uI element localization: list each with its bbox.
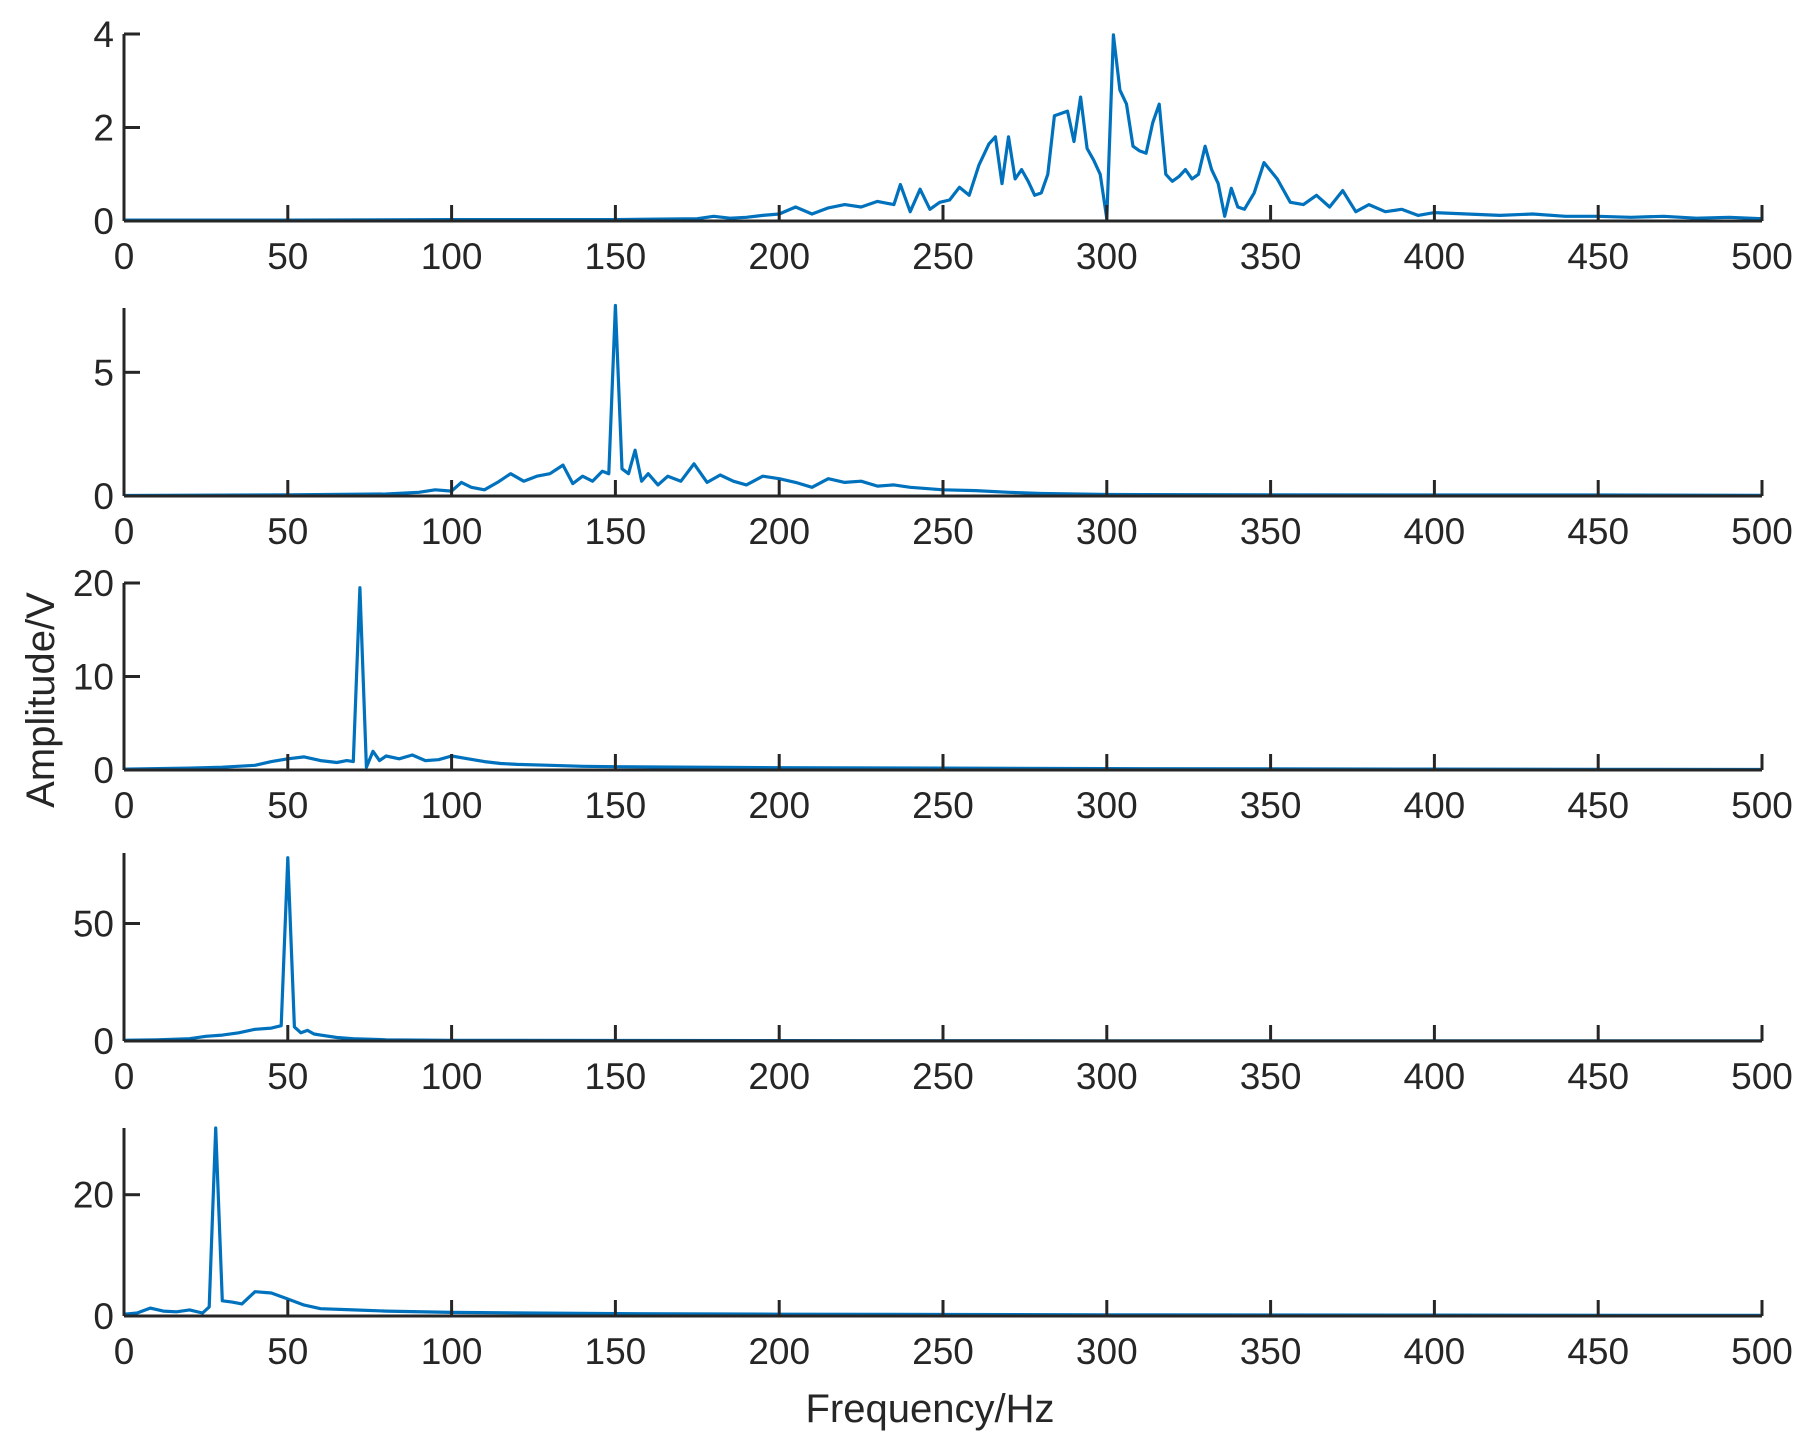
x-tick-label: 100 [421, 236, 483, 277]
x-tick-label: 100 [421, 1331, 483, 1372]
x-tick-label: 50 [267, 511, 308, 552]
x-tick-label: 150 [585, 785, 647, 826]
x-tick-label: 250 [912, 511, 974, 552]
x-tick-label: 250 [912, 236, 974, 277]
x-tick-label: 500 [1731, 1056, 1793, 1097]
x-tick-label: 450 [1567, 1331, 1629, 1372]
subplot-3: 0 50 100 150 200 250 300 350 400 450 500 0 10 20 [73, 563, 1793, 826]
x-tick-label: 300 [1076, 1331, 1138, 1372]
x-tick-label: 250 [912, 1331, 974, 1372]
x-tick-label: 400 [1404, 1331, 1466, 1372]
x-tick-label: 450 [1567, 1056, 1629, 1097]
x-tick-label: 200 [748, 1056, 810, 1097]
x-tick-label: 300 [1076, 785, 1138, 826]
x-tick-label: 200 [748, 511, 810, 552]
x-tick-label: 350 [1240, 511, 1302, 552]
series-line-2 [123, 303, 1763, 498]
series-line-1 [124, 33, 1763, 222]
x-tick-label: 350 [1240, 1056, 1302, 1097]
x-tick-label: 0 [114, 511, 135, 552]
x-tick-label: 200 [748, 785, 810, 826]
x-tick-label: 250 [912, 785, 974, 826]
x-tick-label: 0 [114, 1331, 135, 1372]
x-tick-label: 50 [267, 785, 308, 826]
x-tick-label: 500 [1731, 511, 1793, 552]
x-tick-label: 400 [1404, 511, 1466, 552]
x-tick-label: 150 [585, 511, 647, 552]
x-tick-label: 100 [421, 511, 483, 552]
x-tick-label: 500 [1731, 785, 1793, 826]
y-tick-label: 0 [93, 750, 114, 791]
x-tick-label: 150 [585, 1331, 647, 1372]
x-tick-label: 450 [1567, 785, 1629, 826]
x-tick-label: 50 [267, 1331, 308, 1372]
y-tick-label: 50 [73, 904, 114, 945]
y-tick-label: 4 [93, 14, 114, 55]
subplot-2: 0 50 100 150 200 250 300 350 400 450 500 0 5 [93, 303, 1793, 552]
x-tick-label: 350 [1240, 785, 1302, 826]
x-tick-label: 450 [1567, 511, 1629, 552]
x-tick-label: 500 [1731, 1331, 1793, 1372]
y-tick-label: 10 [73, 657, 114, 698]
x-tick-label: 100 [421, 785, 483, 826]
y-axis-title: Amplitude/V [19, 592, 63, 808]
x-tick-label: 300 [1076, 1056, 1138, 1097]
x-tick-label: 0 [114, 236, 135, 277]
x-tick-label: 0 [114, 785, 135, 826]
x-tick-label: 250 [912, 1056, 974, 1097]
y-tick-label: 20 [73, 563, 114, 604]
x-tick-label: 400 [1404, 1056, 1466, 1097]
x-axis-title: Frequency/Hz [806, 1387, 1055, 1431]
series-line-3 [123, 586, 1763, 772]
subplot-1: 0 50 100 150 200 250 300 350 400 450 500 0 2 4 [93, 14, 1792, 277]
series-line-4 [123, 856, 1763, 1043]
series-line-5 [123, 1126, 1763, 1318]
x-tick-label: 400 [1404, 785, 1466, 826]
y-tick-label: 5 [93, 352, 114, 393]
x-tick-label: 350 [1240, 1331, 1302, 1372]
x-tick-label: 400 [1404, 236, 1466, 277]
x-tick-label: 300 [1076, 236, 1138, 277]
x-tick-label: 150 [585, 236, 647, 277]
subplot-4: 0 50 100 150 200 250 300 350 400 450 500 0 50 [73, 853, 1793, 1097]
y-tick-label: 2 [93, 108, 114, 149]
subplot-5: 0 50 100 150 200 250 300 350 400 450 500 0 20 [73, 1126, 1793, 1372]
x-tick-label: 50 [267, 236, 308, 277]
x-tick-label: 450 [1567, 236, 1629, 277]
x-tick-label: 150 [585, 1056, 647, 1097]
x-tick-label: 200 [748, 1331, 810, 1372]
y-tick-label: 0 [93, 1021, 114, 1062]
x-tick-label: 200 [748, 236, 810, 277]
y-tick-label: 0 [93, 201, 114, 242]
y-tick-label: 0 [93, 1296, 114, 1337]
x-tick-label: 300 [1076, 511, 1138, 552]
x-tick-label: 100 [421, 1056, 483, 1097]
y-tick-label: 0 [93, 476, 114, 517]
y-tick-label: 20 [73, 1175, 114, 1216]
x-tick-label: 350 [1240, 236, 1302, 277]
x-tick-label: 500 [1731, 236, 1793, 277]
x-tick-label: 0 [114, 1056, 135, 1097]
x-tick-label: 50 [267, 1056, 308, 1097]
